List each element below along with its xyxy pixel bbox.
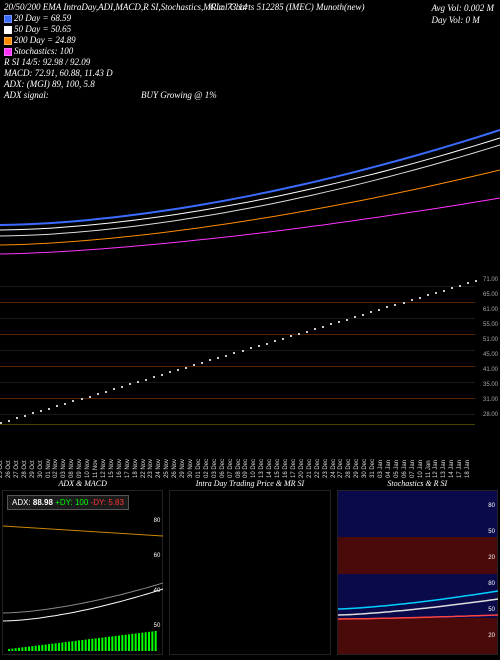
date-axis: 25 Oct26 Oct27 Oct28 Oct29 Oct30 Oct01 N…	[0, 438, 475, 478]
sec-dotted-series	[0, 272, 475, 274]
stoch-title: Stochastics & R SI	[338, 479, 497, 488]
sec-yaxis: 71.0065.0061.0055.0051.0045.0041.0035.00…	[475, 272, 500, 432]
adx-svg	[3, 491, 163, 654]
intraday-title: Intra Day Trading Price & MR SI	[170, 479, 329, 488]
intraday-panel: Intra Day Trading Price & MR SI	[169, 490, 330, 655]
adx-line: ADX: (MGI) 89, 100, 5.8	[4, 79, 496, 90]
legend: 20 Day = 68.5950 Day = 50.65200 Day = 24…	[4, 13, 496, 57]
stoch-panel: Stochastics & R SI 805020805020	[337, 490, 498, 655]
adx-signal: ADX signal: BUY Growing @ 1%	[4, 90, 496, 101]
bottom-panels: ADX & MACD ADX: 88.98 +DY: 100 -DY: 5.83…	[0, 490, 500, 655]
rsi-line: R SI 14/5: 92.98 / 92.09	[4, 57, 496, 68]
main-chart-svg	[0, 110, 500, 255]
chart-header: 20/50/200 EMA IntraDay,ADI,MACD,R SI,Sto…	[0, 0, 500, 103]
adx-macd-panel: ADX & MACD ADX: 88.98 +DY: 100 -DY: 5.83…	[2, 490, 163, 655]
close-price: CL: 73.14	[210, 2, 247, 13]
volume-info: Avg Vol: 0.002 M Day Vol: 0 M	[432, 2, 495, 26]
macd-line: MACD: 72.91, 60.88, 11.43 D	[4, 68, 496, 79]
stoch-svg	[338, 491, 498, 654]
secondary-panel: 71.0065.0061.0055.0051.0045.0041.0035.00…	[0, 272, 500, 432]
main-price-panel	[0, 110, 500, 255]
title-line: 20/50/200 EMA IntraDay,ADI,MACD,R SI,Sto…	[4, 2, 496, 13]
adx-title: ADX & MACD	[3, 479, 162, 488]
